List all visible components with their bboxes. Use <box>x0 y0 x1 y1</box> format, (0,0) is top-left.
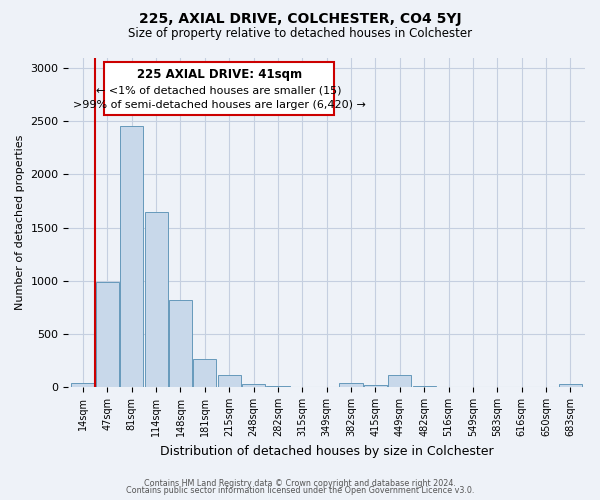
Bar <box>71 383 95 387</box>
X-axis label: Distribution of detached houses by size in Colchester: Distribution of detached houses by size … <box>160 444 494 458</box>
Bar <box>559 384 582 387</box>
Bar <box>413 386 436 387</box>
Bar <box>242 384 265 387</box>
Text: 225, AXIAL DRIVE, COLCHESTER, CO4 5YJ: 225, AXIAL DRIVE, COLCHESTER, CO4 5YJ <box>139 12 461 26</box>
Bar <box>266 386 290 387</box>
Bar <box>388 375 412 387</box>
Text: >99% of semi-detached houses are larger (6,420) →: >99% of semi-detached houses are larger … <box>73 100 365 110</box>
Bar <box>364 386 387 387</box>
FancyBboxPatch shape <box>104 62 334 115</box>
Bar <box>120 126 143 387</box>
Bar <box>145 212 168 387</box>
Bar <box>169 300 192 387</box>
Bar <box>193 359 217 387</box>
Text: Contains public sector information licensed under the Open Government Licence v3: Contains public sector information licen… <box>126 486 474 495</box>
Text: Size of property relative to detached houses in Colchester: Size of property relative to detached ho… <box>128 28 472 40</box>
Text: 225 AXIAL DRIVE: 41sqm: 225 AXIAL DRIVE: 41sqm <box>137 68 302 81</box>
Text: ← <1% of detached houses are smaller (15): ← <1% of detached houses are smaller (15… <box>97 86 342 96</box>
Text: Contains HM Land Registry data © Crown copyright and database right 2024.: Contains HM Land Registry data © Crown c… <box>144 478 456 488</box>
Bar <box>96 282 119 387</box>
Bar <box>340 383 362 387</box>
Y-axis label: Number of detached properties: Number of detached properties <box>15 134 25 310</box>
Bar <box>218 375 241 387</box>
